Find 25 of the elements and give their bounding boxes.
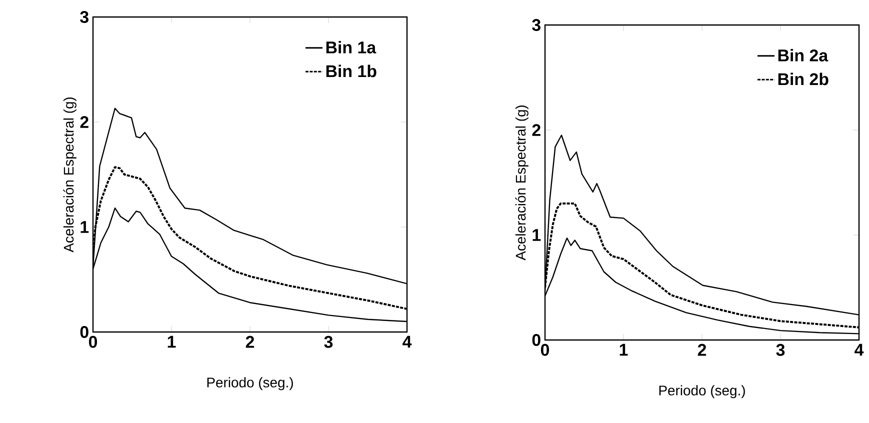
legend-label: Bin 1b [326, 64, 376, 78]
x-tick-label: 4 [854, 344, 864, 356]
x-tick-label: 4 [402, 336, 412, 348]
y-tick-label: 1 [532, 229, 541, 241]
x-tick-label: 1 [168, 336, 176, 348]
x-tick-label: 2 [698, 344, 706, 356]
x-tick-label: 2 [246, 336, 254, 348]
y-tick-label: 2 [532, 124, 540, 136]
x-tick-label: 1 [620, 344, 628, 356]
y-tick-label: 2 [80, 116, 88, 128]
y-axis-title: Aceleración Espectral (g) [515, 105, 528, 260]
legend-label: Bin 2b [778, 72, 828, 86]
y-tick-label: 0 [80, 326, 88, 338]
x-tick-label: 3 [776, 344, 785, 356]
y-tick-label: 3 [80, 10, 88, 24]
legend-label: Bin 2a [778, 49, 828, 62]
x-tick-label: 0 [88, 336, 98, 348]
x-axis-title: Periodo (seg.) [207, 377, 293, 390]
y-tick-label: 3 [532, 18, 540, 32]
legend-label: Bin 1a [326, 41, 376, 54]
x-tick-label: 0 [540, 344, 550, 356]
y-axis-title: Aceleración Espectral (g) [63, 97, 76, 252]
x-axis-title: Periodo (seg.) [659, 385, 745, 398]
y-tick-label: 1 [80, 221, 89, 233]
x-tick-label: 3 [324, 336, 333, 348]
